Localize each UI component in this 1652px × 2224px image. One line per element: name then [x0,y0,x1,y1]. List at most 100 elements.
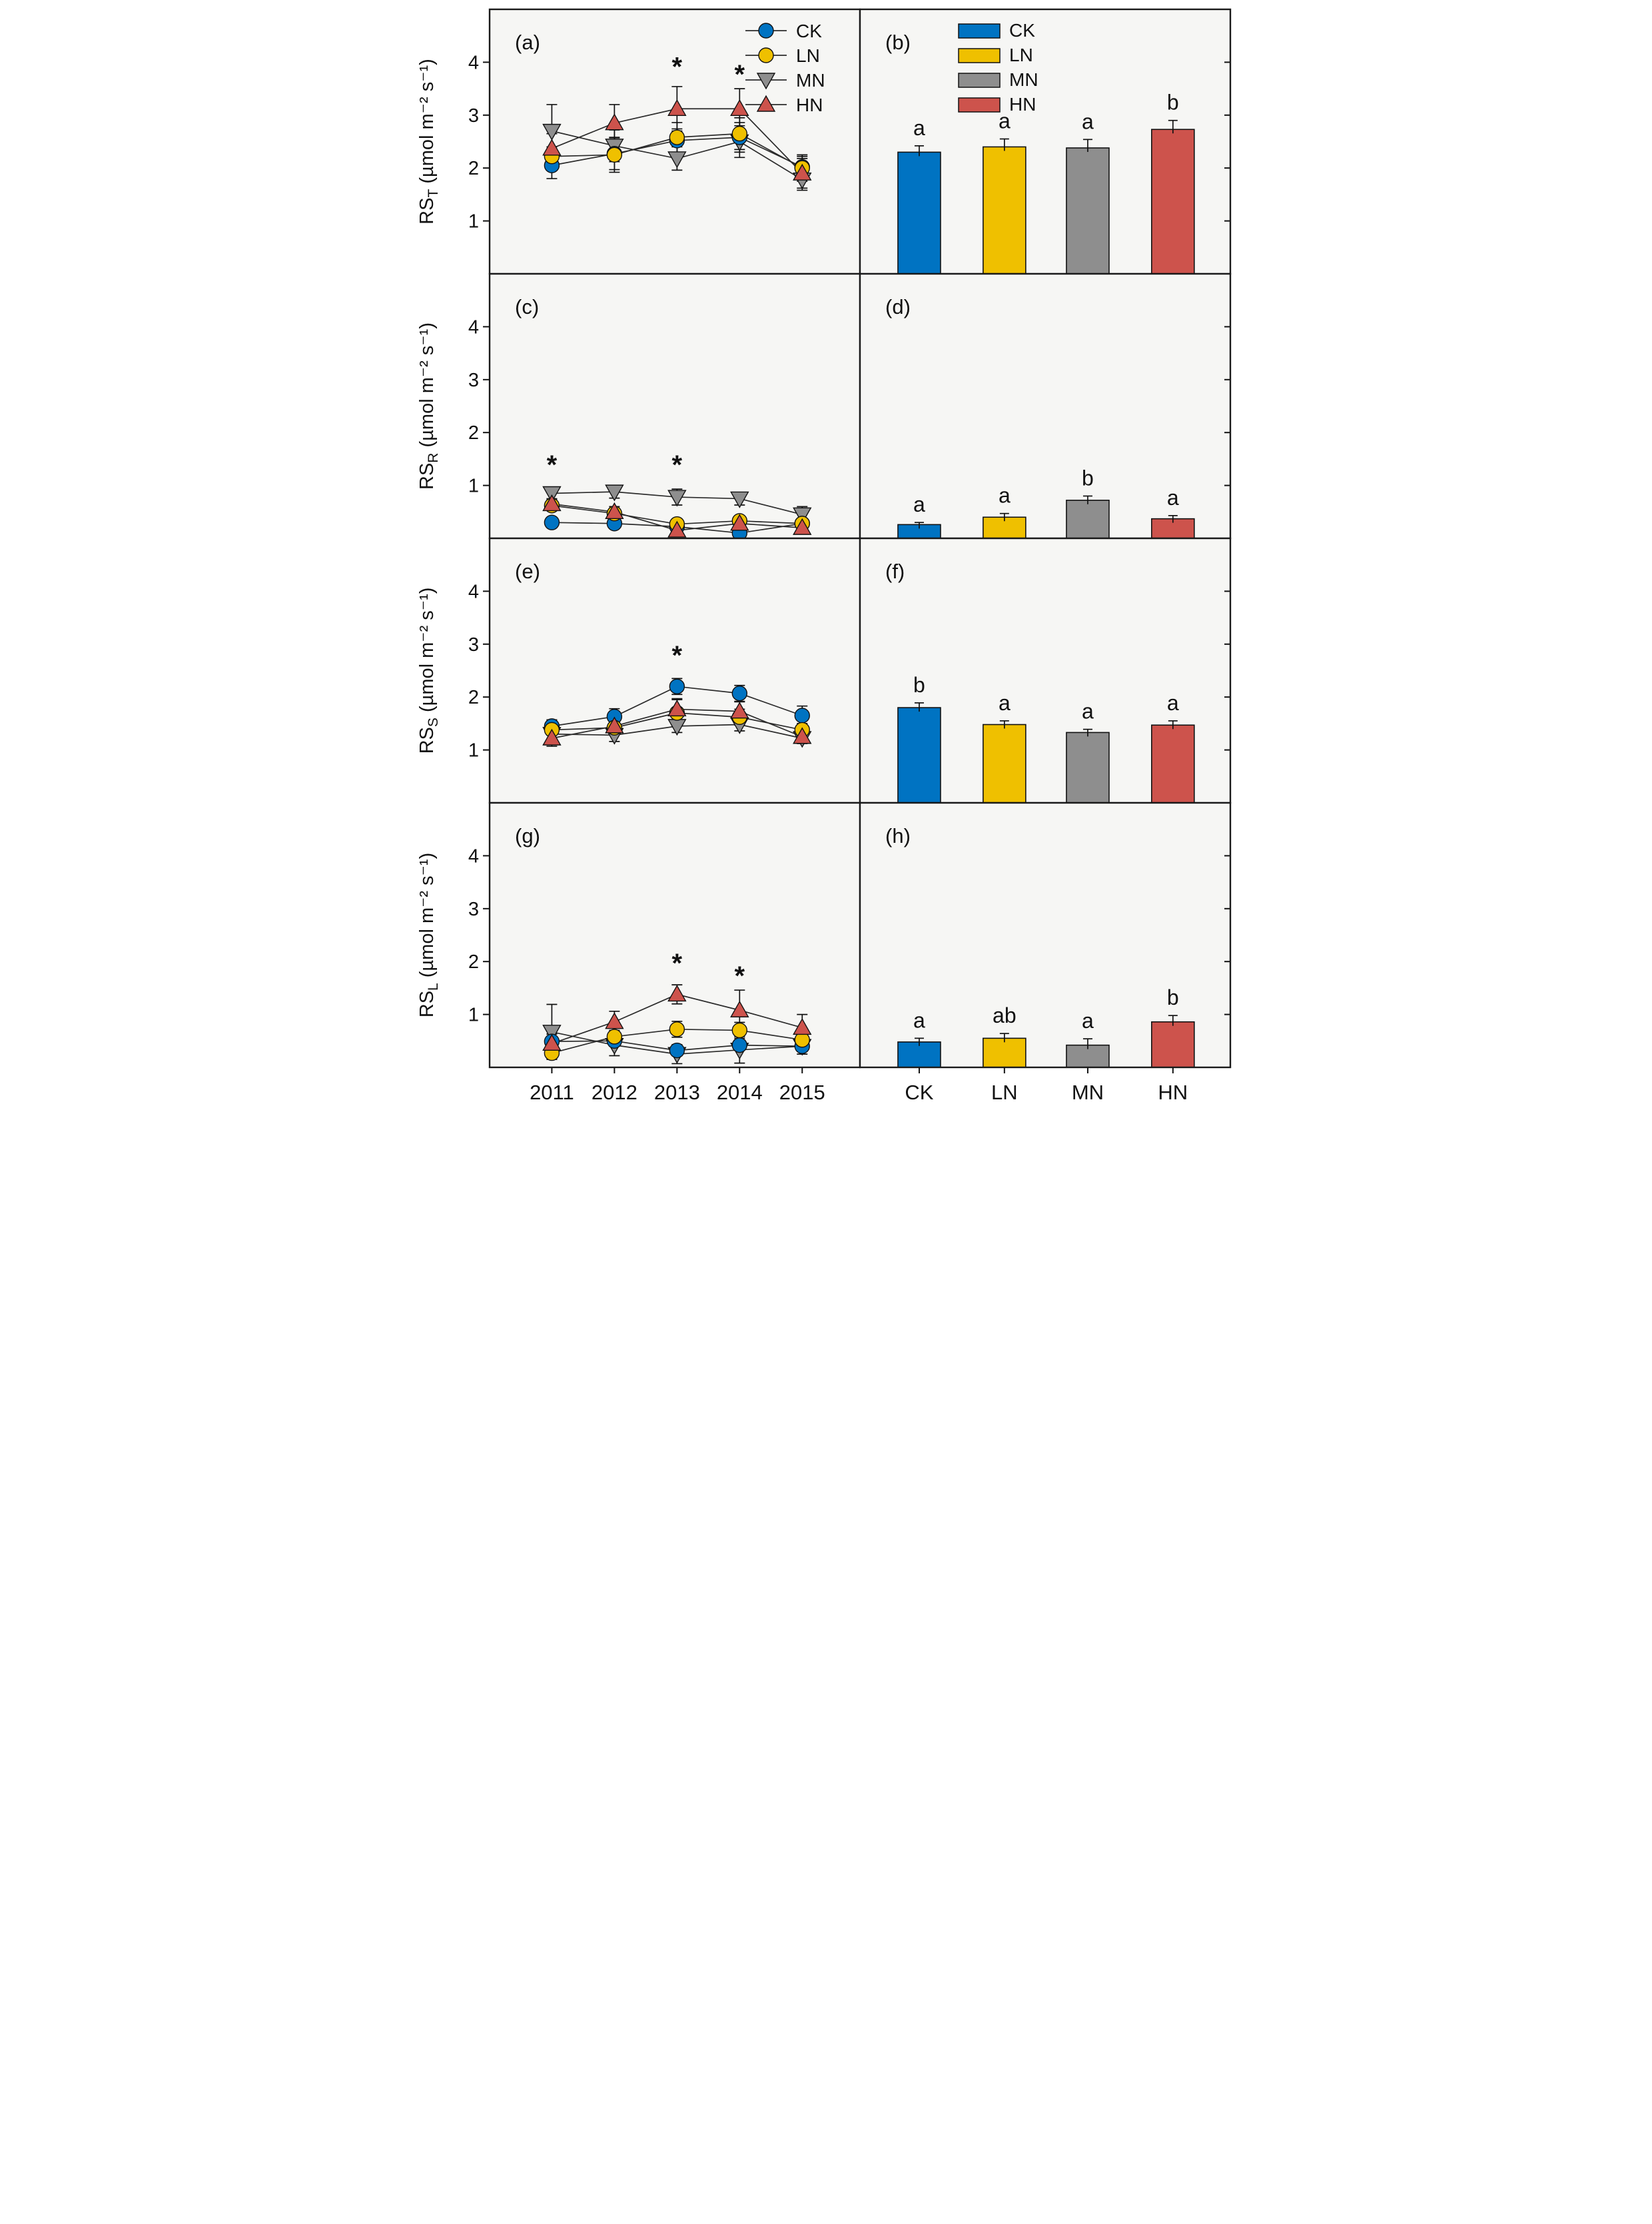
x-tick-label-treatment: CK [905,1081,933,1104]
marker-HN [793,727,812,744]
significance-asterisk: * [672,949,683,978]
legend-label-MN: MN [1009,69,1038,90]
significance-letter-MN: b [1082,466,1094,490]
marker-HN [667,700,687,717]
marker-HN [667,99,687,116]
panel-c: 1 2 3 4 RSR (µmol m⁻² s⁻¹) * * (c) [416,273,861,544]
y-tick-label: 2 [468,951,479,973]
y-tick-label: 3 [468,899,479,920]
bar-HN [1151,724,1195,804]
y-tick-label: 3 [468,370,479,391]
y-tick-label: 4 [468,316,479,338]
y-tick-label: 1 [468,211,479,233]
panel-letter: (c) [515,295,539,318]
legend-label-LN: LN [1009,45,1033,65]
y-tick-label: 4 [468,845,479,867]
marker-HN [730,514,749,531]
marker-CK [794,708,810,724]
bar-HN [1151,129,1195,275]
panel-background [490,538,860,803]
panel-letter: (d) [885,295,911,318]
legend-label-HN: HN [1009,94,1036,115]
marker-HN [605,716,624,734]
panel-e: 1 2 3 4 RSS (µmol m⁻² s⁻¹) * (e) [416,537,861,809]
marker-MN [542,1025,562,1042]
marker-HN [605,113,624,131]
significance-letter-HN: a [1167,691,1179,715]
significance-letter-MN: a [1082,700,1094,724]
bar-CK [897,151,941,275]
y-tick-label: 2 [468,158,479,179]
significance-letter-LN: a [999,484,1011,508]
panel-f: b a a a (f) [859,537,1232,809]
significance-letter-HN: b [1167,91,1179,115]
x-tick-label-year: 2013 [654,1081,700,1104]
panel-b: a a a b CK LN MN HN (b) [859,8,1232,280]
marker-HN [542,139,562,156]
bar-LN [983,724,1027,804]
panel-letter: (h) [885,824,911,847]
marker-LN [731,1022,747,1039]
marker-CK [731,685,747,702]
significance-asterisk: * [672,52,683,81]
marker-MN [667,151,687,169]
significance-letter-MN: a [1082,1009,1094,1033]
legend-swatch-MN [958,73,1001,88]
legend-label-MN: MN [796,70,825,91]
marker-CK [669,1042,685,1059]
legend-label-CK: CK [1009,20,1035,41]
marker-HN [667,520,687,538]
significance-asterisk: * [735,60,745,89]
marker-MN [605,484,624,502]
marker-HN [793,518,812,535]
y-tick-label: 4 [468,581,479,602]
significance-letter-LN: ab [993,1003,1017,1027]
legend-marker-MN [756,73,776,90]
bar-HN [1151,1021,1195,1068]
significance-letter-CK: b [913,673,925,697]
significance-letter-HN: a [1167,486,1179,510]
bar-LN [983,146,1027,275]
x-tick-label-treatment: LN [991,1081,1018,1104]
marker-HN [542,494,562,512]
marker-CK [731,1037,747,1053]
significance-letter-CK: a [913,116,925,140]
marker-LN [606,1029,623,1045]
panel-letter: (f) [885,560,905,583]
y-tick-label: 3 [468,105,479,127]
marker-HN [730,1000,749,1017]
marker-HN [793,1018,812,1035]
marker-HN [667,985,687,1002]
marker-HN [730,702,749,719]
significance-asterisk: * [547,450,558,480]
y-tick-label: 2 [468,422,479,444]
marker-CK [544,514,560,530]
marker-LN [669,129,685,145]
y-tick-label: 1 [468,476,479,497]
panel-letter: (b) [885,31,911,54]
bar-MN [1066,500,1110,539]
significance-asterisk: * [672,450,683,480]
figure: 1 2 3 4 RST (µmol m⁻² s⁻¹) * * CK LN MN HN (a) a a a b C… [413,0,1239,1112]
bar-CK [897,707,941,804]
x-tick-label-year: 2012 [592,1081,637,1104]
significance-letter-MN: a [1082,109,1094,133]
marker-HN [542,728,562,746]
legend-marker-LN [758,47,774,63]
marker-LN [606,147,623,163]
x-tick-label-year: 2015 [779,1081,825,1104]
y-axis-label: RSR (µmol m⁻² s⁻¹) [416,322,441,490]
significance-letter-LN: a [999,109,1011,133]
y-tick-label: 2 [468,687,479,708]
y-tick-label: 4 [468,52,479,73]
legend-swatch-HN [958,97,1001,113]
bar-LN [983,1037,1027,1068]
y-axis-label: RSL (µmol m⁻² s⁻¹) [416,853,441,1018]
y-tick-label: 1 [468,1005,479,1026]
x-tick-label-year: 2011 [530,1081,574,1104]
marker-MN [730,491,749,508]
marker-HN [730,99,749,116]
panel-g: 1 2 3 4 RSL (µmol m⁻² s⁻¹) * * 2011 2012 2013 2014… [416,802,861,1104]
